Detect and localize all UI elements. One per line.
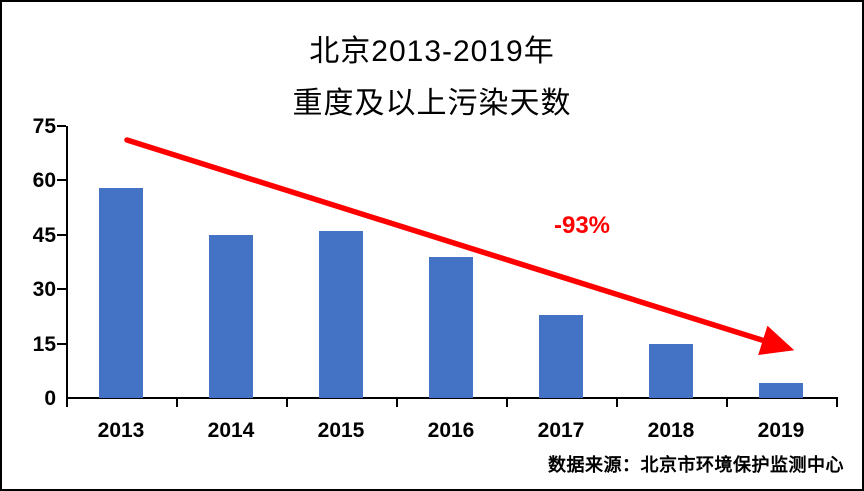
y-tick-label-75: 75 bbox=[32, 115, 56, 138]
chart-title-line-2: 重度及以上污染天数 bbox=[292, 87, 572, 120]
y-axis-line bbox=[66, 126, 68, 399]
y-tick-mark-60 bbox=[57, 179, 66, 182]
x-tick-mark-5 bbox=[616, 397, 618, 407]
x-tick-mark-7 bbox=[836, 397, 838, 407]
y-tick-mark-30 bbox=[57, 288, 66, 291]
bar-2017 bbox=[539, 314, 583, 398]
y-tick-mark-45 bbox=[57, 233, 66, 236]
bar-2013 bbox=[99, 187, 143, 398]
bar-2016 bbox=[429, 256, 473, 398]
bar-2019 bbox=[759, 383, 803, 398]
y-tick-label-15: 15 bbox=[32, 332, 56, 356]
annotation-percent-label: -93% bbox=[553, 212, 611, 239]
x-category-label-2014: 2014 bbox=[207, 419, 255, 442]
x-tick-mark-1 bbox=[176, 397, 178, 407]
x-category-label-2016: 2016 bbox=[427, 419, 475, 442]
x-tick-mark-4 bbox=[506, 397, 508, 407]
bar-2014 bbox=[209, 234, 253, 398]
bar-2018 bbox=[649, 343, 693, 398]
y-tick-mark-75 bbox=[57, 125, 66, 127]
x-tick-mark-0 bbox=[66, 397, 68, 407]
x-category-label-2019: 2019 bbox=[757, 419, 805, 442]
x-tick-mark-6 bbox=[726, 397, 728, 407]
y-tick-label-45: 45 bbox=[32, 223, 56, 247]
bar-2015 bbox=[319, 231, 363, 398]
x-tick-mark-2 bbox=[286, 397, 288, 407]
x-category-label-2018: 2018 bbox=[647, 419, 695, 442]
data-source-label: 数据来源：北京市环境保护监测中心 bbox=[548, 455, 844, 475]
y-tick-label-60: 60 bbox=[32, 169, 56, 193]
chart-title-line-1: 北京2013-2019年 bbox=[309, 35, 555, 68]
x-axis-line bbox=[66, 397, 838, 399]
x-category-label-2013: 2013 bbox=[97, 419, 145, 442]
y-tick-mark-15 bbox=[57, 342, 66, 345]
x-category-label-2017: 2017 bbox=[537, 419, 585, 442]
y-tick-label-0: 0 bbox=[44, 387, 56, 410]
x-category-label-2015: 2015 bbox=[317, 419, 365, 442]
y-tick-label-30: 30 bbox=[32, 278, 56, 302]
x-tick-mark-3 bbox=[396, 397, 398, 407]
